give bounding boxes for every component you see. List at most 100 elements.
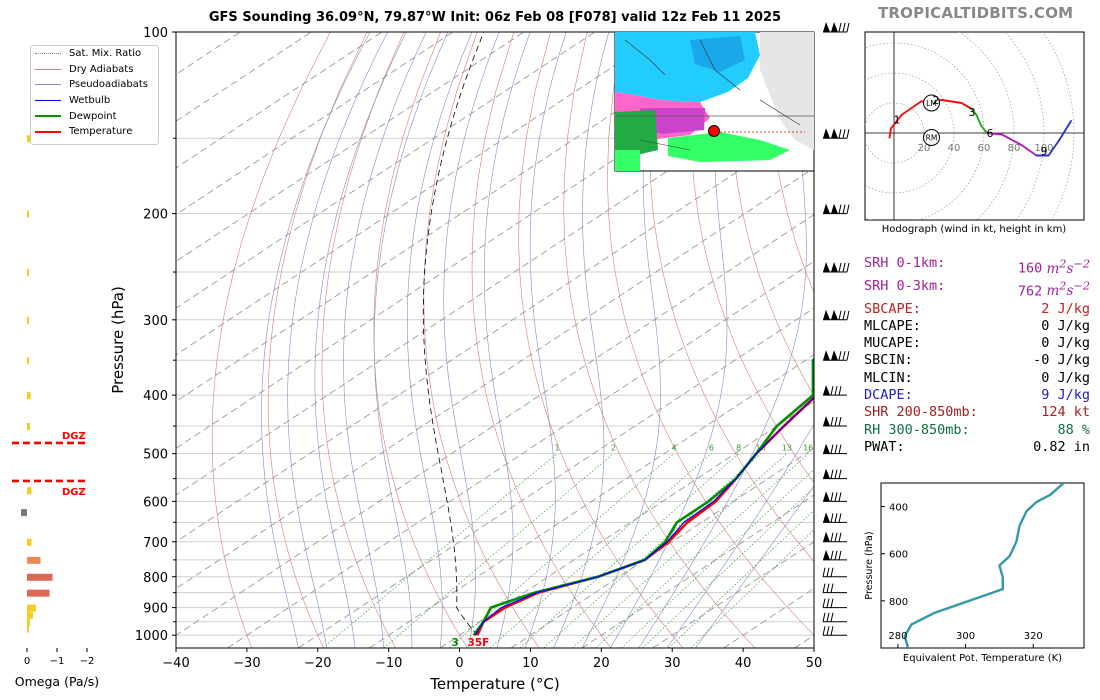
stat-label: PWAT: bbox=[864, 438, 905, 455]
wind-barb bbox=[823, 416, 847, 427]
wind-barb bbox=[823, 262, 850, 273]
y-tick-label: 900 bbox=[143, 602, 168, 617]
wind-barb bbox=[822, 567, 847, 578]
omega-bar bbox=[27, 573, 53, 581]
y-tick-label: 200 bbox=[143, 208, 168, 223]
surface-dewpoint-label: 3 bbox=[452, 637, 459, 649]
pseudoadiabat bbox=[524, 32, 567, 648]
mixing-ratio-label: 4 bbox=[671, 444, 676, 453]
pseudoadiabat bbox=[666, 423, 814, 648]
pseudoadiabat bbox=[581, 32, 661, 648]
mixing-ratio-line bbox=[620, 469, 814, 648]
stat-label: MLCAPE: bbox=[864, 317, 921, 334]
mixing-ratio-line bbox=[572, 453, 788, 648]
legend-swatch bbox=[35, 68, 61, 70]
mixing-ratio-line bbox=[383, 453, 614, 648]
dry-adiabat bbox=[373, 32, 468, 648]
stat-row: MLCAPE: 0 J/kg bbox=[864, 318, 1094, 335]
omega-bar bbox=[27, 611, 33, 619]
y-axis-label: Pressure (hPa) bbox=[109, 286, 127, 394]
hodograph-ring-label: 20 bbox=[918, 143, 931, 154]
pseudoadiabat bbox=[638, 32, 807, 648]
x-tick-label: 50 bbox=[806, 656, 823, 671]
stat-value: 0 J/kg bbox=[1041, 317, 1090, 334]
hodograph-segment bbox=[1047, 139, 1060, 157]
pseudoadiabat bbox=[261, 32, 371, 648]
stat-value: 0 J/kg bbox=[1041, 369, 1090, 386]
location-map-inset bbox=[614, 31, 815, 172]
stat-label: SRH 0-3km: bbox=[864, 277, 946, 294]
mixing-ratio-label: 2 bbox=[611, 444, 616, 453]
hodograph-ring-label: 80 bbox=[1008, 143, 1021, 154]
stat-value: -0 J/kg bbox=[1033, 352, 1090, 369]
omega-bar bbox=[27, 625, 29, 633]
y-tick-label: 400 bbox=[143, 389, 168, 404]
pseudoadiabat bbox=[695, 485, 814, 648]
hodograph-marker bbox=[923, 129, 940, 146]
hodograph-height-label: 6 bbox=[987, 127, 994, 140]
dry-adiabat bbox=[321, 32, 405, 648]
omega-axis-label: Omega (Pa/s) bbox=[15, 674, 99, 689]
x-tick-label: −20 bbox=[304, 656, 331, 671]
hodograph-height-label: 9 bbox=[1041, 145, 1048, 158]
hodograph-segment bbox=[971, 108, 978, 116]
stat-value: 762 m2s−2 bbox=[1017, 279, 1090, 300]
legend-item: Dry Adiabats bbox=[31, 62, 158, 78]
hodograph-height-label: 2 bbox=[933, 94, 940, 107]
theta-e-x-tick-label: 300 bbox=[956, 631, 975, 642]
dgz-label: DGZ bbox=[62, 487, 86, 498]
wind-barb bbox=[822, 598, 847, 609]
stat-row: SBCIN: -0 J/kg bbox=[864, 352, 1094, 369]
mixing-ratio-line bbox=[668, 509, 814, 648]
hodograph-height-label: 3 bbox=[969, 106, 976, 119]
hodograph-segment bbox=[975, 114, 982, 127]
stat-label: MUCAPE: bbox=[864, 335, 921, 352]
legend-item: Pseudoadiabats bbox=[31, 77, 158, 93]
stat-label: DCAPE: bbox=[864, 387, 913, 404]
dry-adiabat bbox=[211, 32, 331, 648]
hodograph-ring-label: 60 bbox=[978, 143, 991, 154]
dry-adiabat bbox=[471, 32, 612, 648]
wind-barb bbox=[823, 203, 850, 215]
theta-e-profile bbox=[903, 483, 1065, 648]
stat-label: RH 300-850mb: bbox=[864, 421, 970, 438]
hodograph-segment bbox=[1001, 133, 1023, 146]
pseudoadiabat bbox=[373, 32, 449, 648]
stat-row: RH 300-850mb: 88 % bbox=[864, 422, 1094, 439]
x-tick-label: 30 bbox=[664, 656, 681, 671]
hodograph-segment bbox=[890, 114, 903, 130]
mixing-ratio-line bbox=[642, 486, 814, 648]
dry-adiabat bbox=[649, 32, 814, 562]
omega-bar bbox=[21, 509, 27, 517]
mixing-ratio-label: 1 bbox=[555, 444, 560, 453]
hodograph-marker-label: RM bbox=[926, 134, 938, 143]
hodograph-segment bbox=[986, 132, 1003, 136]
legend-label: Temperature bbox=[69, 126, 133, 138]
y-tick-label: 1000 bbox=[135, 629, 168, 644]
stat-row: SBCAPE: 2 J/kg bbox=[864, 301, 1094, 318]
x-tick-label: 10 bbox=[522, 656, 539, 671]
hodograph-segment bbox=[888, 127, 892, 139]
mixing-ratio-label: 13 bbox=[782, 444, 792, 453]
mixing-ratio-line bbox=[519, 453, 739, 648]
mixing-ratio-line bbox=[489, 453, 712, 648]
omega-bar bbox=[27, 357, 30, 365]
hodograph-segment bbox=[960, 102, 973, 110]
mixing-ratio-label: 16 bbox=[803, 444, 813, 453]
omega-bar bbox=[27, 423, 30, 431]
legend-swatch bbox=[35, 84, 61, 86]
omega-bar bbox=[27, 269, 29, 277]
legend: Sat. Mix. Ratio Dry Adiabats Pseudoadiabat… bbox=[30, 45, 159, 145]
stat-value: 0.82 in bbox=[1033, 438, 1090, 455]
x-tick-label: 0 bbox=[455, 656, 463, 671]
theta-e-y-tick-label: 400 bbox=[889, 503, 908, 514]
x-tick-label: −10 bbox=[375, 656, 402, 671]
brand-watermark: TROPICALTIDBITS.COM bbox=[878, 4, 1074, 22]
stat-row: SRH 0-3km: 762 m2s−2 bbox=[864, 278, 1094, 301]
omega-bar bbox=[27, 135, 30, 143]
theta-e-x-axis-label: Equivalent Pot. Temperature (K) bbox=[903, 653, 1062, 664]
omega-bar bbox=[27, 556, 41, 564]
omega-bar bbox=[27, 589, 50, 597]
dry-adiabat bbox=[563, 32, 756, 648]
surface-temp-label: 35F bbox=[468, 637, 490, 649]
